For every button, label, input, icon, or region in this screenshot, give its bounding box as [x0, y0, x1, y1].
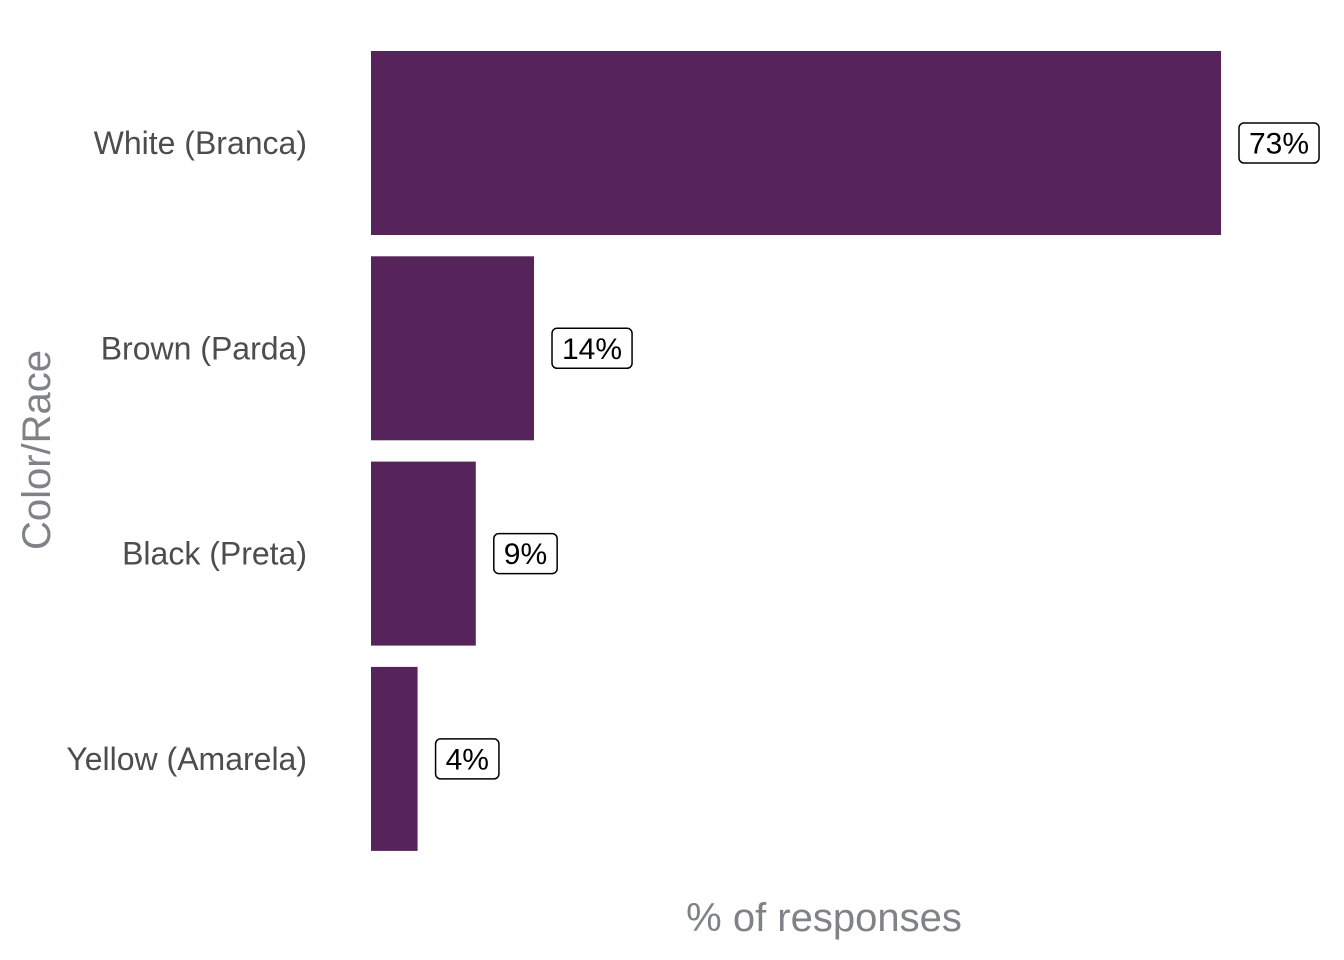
category-label-black-preta: Black (Preta): [122, 536, 307, 572]
data-label-text: 73%: [1249, 128, 1309, 161]
data-label-text: 4%: [446, 743, 489, 776]
bar-brown-parda: [371, 256, 535, 441]
bars-group: [371, 51, 1221, 851]
data-label-text: 9%: [504, 538, 547, 571]
data-label-text: 14%: [562, 333, 622, 366]
data-labels-group: 73% 14% 9% 4%: [434, 122, 1320, 780]
x-axis-title: % of responses: [686, 896, 962, 940]
category-label-yellow-amarela: Yellow (Amarela): [66, 741, 307, 777]
data-label-brown-parda: 14%: [551, 327, 633, 370]
data-label-yellow-amarela: 4%: [434, 738, 500, 780]
category-label-brown-parda: Brown (Parda): [101, 330, 307, 366]
data-label-box: [493, 532, 558, 575]
data-label-box: [1238, 122, 1320, 164]
data-label-box: [434, 738, 500, 780]
y-axis-title: Color/Race: [15, 350, 59, 550]
category-labels-group: White (Branca) Brown (Parda) Black (Preta)…: [66, 125, 307, 777]
data-label-white-branca: 73%: [1238, 122, 1320, 164]
bar-white-branca: [371, 51, 1221, 235]
data-label-black-preta: 9%: [493, 532, 558, 575]
category-label-white-branca: White (Branca): [94, 125, 307, 161]
bar-black-preta: [371, 461, 476, 646]
data-label-box: [551, 327, 633, 370]
bar-yellow-amarela: [371, 666, 418, 851]
